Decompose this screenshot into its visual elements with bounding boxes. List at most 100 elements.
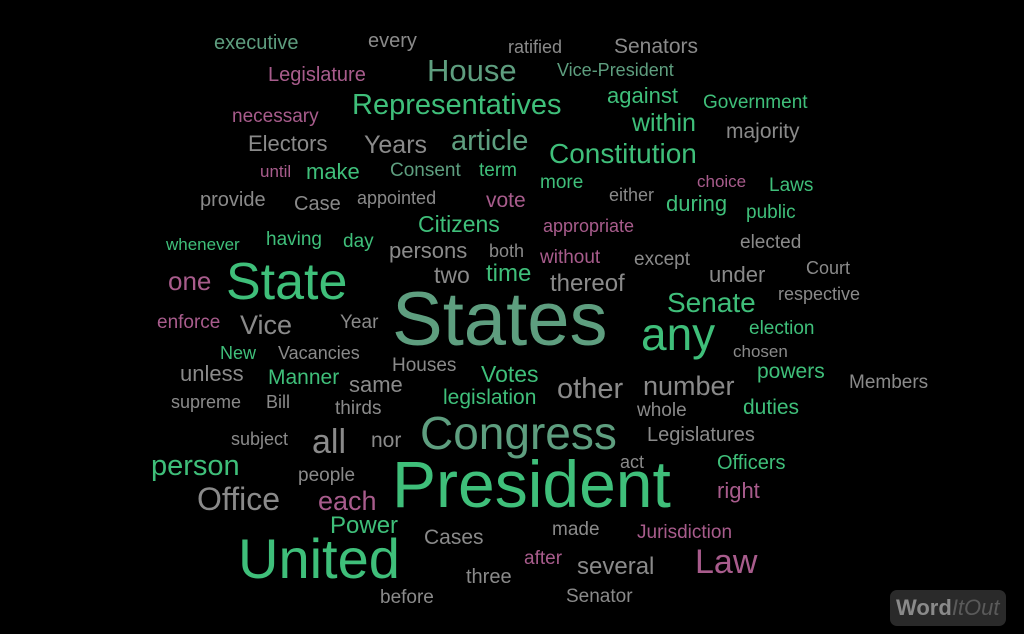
word-necessary[interactable]: necessary [232, 106, 319, 127]
word-manner[interactable]: Manner [268, 366, 340, 389]
word-within[interactable]: within [632, 109, 696, 137]
word-majority[interactable]: majority [726, 120, 800, 143]
word-except[interactable]: except [634, 249, 690, 270]
word-same[interactable]: same [349, 372, 403, 397]
word-unless[interactable]: unless [180, 361, 244, 386]
word-legislature[interactable]: Legislature [268, 64, 366, 86]
word-united[interactable]: United [238, 527, 400, 590]
word-vice-president[interactable]: Vice-President [557, 60, 674, 80]
word-power[interactable]: Power [330, 512, 399, 539]
word-ratified[interactable]: ratified [508, 37, 563, 57]
word-several[interactable]: several [577, 553, 655, 580]
word-under[interactable]: under [709, 262, 766, 287]
word-person[interactable]: person [151, 450, 240, 482]
word-consent[interactable]: Consent [390, 160, 461, 181]
word-officers[interactable]: Officers [717, 452, 786, 474]
word-without[interactable]: without [540, 247, 601, 268]
wordle-logo[interactable]: Word ItOut [890, 590, 1006, 626]
word-case[interactable]: Case [294, 193, 341, 215]
word-houses[interactable]: Houses [392, 355, 457, 376]
word-bill[interactable]: Bill [266, 392, 291, 412]
word-make[interactable]: make [306, 159, 360, 184]
word-both[interactable]: both [489, 241, 525, 261]
word-jurisdiction[interactable]: Jurisdiction [637, 522, 733, 543]
word-legislation[interactable]: legislation [443, 386, 537, 409]
word-states[interactable]: States [392, 277, 608, 362]
word-one[interactable]: one [168, 266, 212, 296]
word-supreme[interactable]: supreme [171, 392, 242, 412]
word-after[interactable]: after [524, 548, 563, 569]
word-executive[interactable]: executive [214, 32, 299, 54]
word-congress[interactable]: Congress [420, 407, 617, 459]
word-years[interactable]: Years [364, 131, 428, 159]
word-appropriate[interactable]: appropriate [543, 216, 635, 236]
word-before[interactable]: before [380, 587, 434, 608]
word-elected[interactable]: elected [740, 232, 802, 253]
word-members[interactable]: Members [849, 372, 929, 393]
word-nor[interactable]: nor [371, 429, 402, 452]
word-thirds[interactable]: thirds [335, 398, 382, 419]
word-duties[interactable]: duties [743, 396, 800, 419]
word-representatives[interactable]: Representatives [352, 89, 562, 121]
word-every[interactable]: every [368, 30, 417, 52]
word-laws[interactable]: Laws [769, 175, 814, 196]
word-enforce[interactable]: enforce [157, 312, 221, 333]
word-other[interactable]: other [557, 373, 624, 405]
word-all[interactable]: all [312, 423, 347, 461]
word-new[interactable]: New [220, 343, 257, 363]
word-state[interactable]: State [226, 253, 348, 311]
word-whenever[interactable]: whenever [166, 235, 240, 254]
word-public[interactable]: public [746, 202, 796, 223]
word-citizens[interactable]: Citizens [418, 211, 500, 237]
word-office[interactable]: Office [197, 481, 280, 517]
word-respective[interactable]: respective [778, 284, 861, 304]
word-appointed[interactable]: appointed [357, 188, 437, 208]
word-right[interactable]: right [717, 478, 760, 503]
word-two[interactable]: two [434, 262, 470, 288]
word-vote[interactable]: vote [486, 189, 526, 212]
word-powers[interactable]: powers [757, 360, 825, 383]
word-election[interactable]: election [749, 318, 815, 339]
word-day[interactable]: day [343, 231, 374, 252]
word-law[interactable]: Law [695, 543, 758, 581]
word-legislatures[interactable]: Legislatures [647, 424, 755, 446]
word-government[interactable]: Government [703, 92, 808, 113]
word-during[interactable]: during [666, 191, 728, 216]
word-senators[interactable]: Senators [614, 35, 699, 58]
word-people[interactable]: people [298, 465, 356, 486]
word-cases[interactable]: Cases [424, 526, 484, 549]
word-year[interactable]: Year [340, 312, 379, 333]
word-having[interactable]: having [266, 229, 322, 250]
word-president[interactable]: President [392, 447, 671, 521]
word-vacancies[interactable]: Vacancies [278, 343, 360, 363]
word-chosen[interactable]: chosen [733, 342, 788, 361]
word-subject[interactable]: subject [231, 429, 289, 449]
word-votes[interactable]: Votes [481, 361, 539, 387]
word-whole[interactable]: whole [637, 400, 687, 421]
word-court[interactable]: Court [806, 258, 851, 278]
word-time[interactable]: time [486, 260, 532, 287]
word-term[interactable]: term [479, 160, 517, 181]
word-vice[interactable]: Vice [240, 310, 293, 340]
word-provide[interactable]: provide [200, 189, 266, 211]
word-against[interactable]: against [607, 83, 678, 108]
word-made[interactable]: made [552, 519, 600, 540]
word-thereof[interactable]: thereof [550, 270, 625, 297]
word-number[interactable]: number [643, 371, 735, 401]
word-three[interactable]: three [466, 566, 512, 588]
word-article[interactable]: article [451, 125, 529, 157]
word-choice[interactable]: choice [697, 172, 747, 191]
word-constitution[interactable]: Constitution [549, 138, 697, 169]
logo-word: Word [896, 595, 952, 620]
word-senate[interactable]: Senate [667, 287, 756, 318]
word-persons[interactable]: persons [389, 238, 468, 263]
word-either[interactable]: either [609, 185, 655, 205]
word-any[interactable]: any [641, 308, 716, 360]
word-until[interactable]: until [260, 162, 292, 181]
word-senator[interactable]: Senator [566, 586, 633, 607]
word-house[interactable]: House [427, 53, 517, 88]
word-each[interactable]: each [318, 486, 377, 516]
word-act[interactable]: act [620, 452, 645, 472]
word-more[interactable]: more [540, 172, 584, 193]
word-electors[interactable]: Electors [248, 131, 328, 156]
